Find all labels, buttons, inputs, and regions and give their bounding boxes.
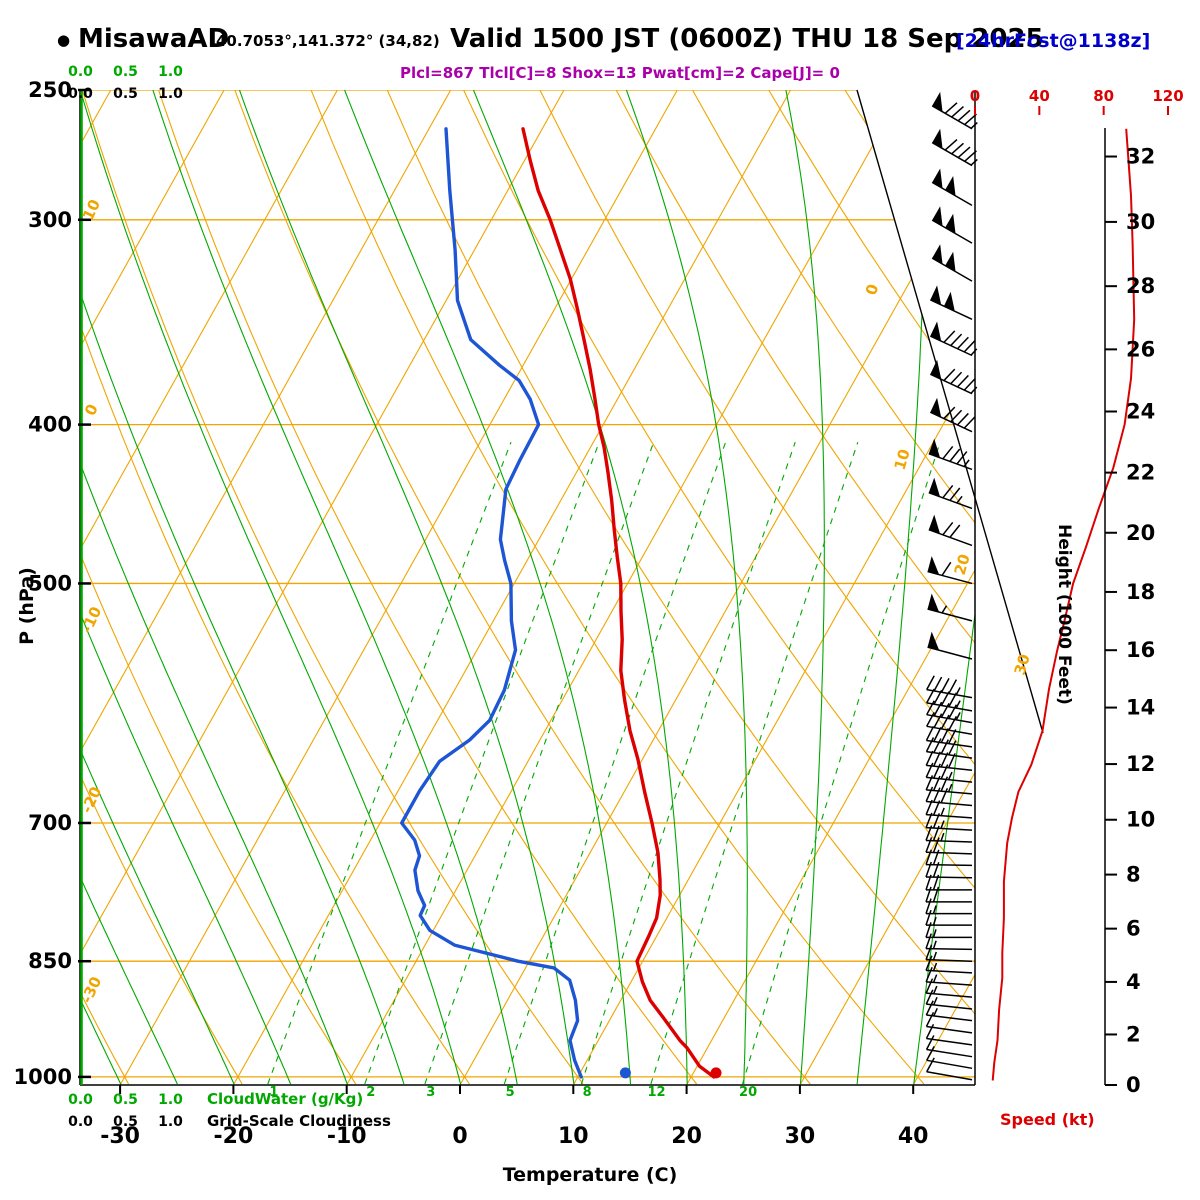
svg-text:2: 2 bbox=[1126, 1022, 1141, 1046]
scale-value: 0.0 bbox=[68, 1092, 93, 1108]
svg-text:10: 10 bbox=[558, 1124, 589, 1149]
svg-text:8: 8 bbox=[583, 1085, 592, 1100]
svg-text:40: 40 bbox=[898, 1124, 929, 1149]
cloudiness-label: Grid-Scale Cloudiness bbox=[207, 1112, 391, 1130]
speed-axis: 0 40 80 120 bbox=[970, 87, 1184, 115]
svg-text:500: 500 bbox=[28, 571, 72, 595]
svg-text:2: 2 bbox=[366, 1085, 375, 1100]
svg-text:3: 3 bbox=[426, 1085, 435, 1100]
wind-barbs bbox=[925, 91, 978, 1081]
cloudwater-label: CloudWater (g/Kg) bbox=[207, 1090, 364, 1108]
scale-value: 0.0 bbox=[68, 1114, 93, 1130]
svg-text:0: 0 bbox=[81, 401, 102, 418]
height-axis-title: Height (1000 Feet) bbox=[1054, 524, 1074, 705]
svg-text:300: 300 bbox=[28, 208, 72, 232]
speed-axis-title: Speed (kt) bbox=[1000, 1110, 1095, 1129]
scale-value: 0.5 bbox=[113, 1092, 138, 1108]
svg-text:0: 0 bbox=[970, 87, 980, 105]
svg-text:120: 120 bbox=[1152, 87, 1183, 105]
wind-speed-curve bbox=[991, 128, 1136, 1081]
svg-text:20: 20 bbox=[671, 1124, 702, 1149]
scale-value: 0.5 bbox=[113, 86, 138, 102]
scale-value: 0.5 bbox=[113, 1114, 138, 1130]
svg-text:10: 10 bbox=[1126, 808, 1155, 832]
moist-adiabats bbox=[80, 90, 975, 1085]
svg-text:700: 700 bbox=[28, 811, 72, 835]
dewpoint-profile bbox=[400, 127, 583, 1079]
svg-text:16: 16 bbox=[1126, 638, 1155, 662]
svg-text:26: 26 bbox=[1126, 337, 1155, 361]
svg-text:30: 30 bbox=[1011, 652, 1034, 677]
plot-frame bbox=[79, 89, 1044, 1086]
station-coords: 40.7053°,141.372° (34,82) bbox=[216, 32, 440, 50]
surface-dots bbox=[619, 1067, 722, 1079]
svg-text:20: 20 bbox=[739, 1085, 757, 1100]
forecast-tag: [24hrFcst@1138z] bbox=[956, 30, 1151, 52]
svg-text:24: 24 bbox=[1126, 399, 1155, 423]
scale-value: 1.0 bbox=[158, 64, 183, 80]
svg-text:250: 250 bbox=[28, 78, 72, 102]
mixing-ratio-lines bbox=[267, 442, 941, 1085]
svg-text:850: 850 bbox=[28, 949, 72, 973]
svg-text:18: 18 bbox=[1126, 580, 1155, 604]
temperature-axis-title: Temperature (C) bbox=[502, 1164, 678, 1186]
cloudiness-legend: 0.0 0.5 1.0 Grid-Scale Cloudiness bbox=[58, 1112, 391, 1130]
svg-text:-30: -30 bbox=[100, 1124, 140, 1149]
svg-text:0: 0 bbox=[862, 282, 882, 297]
svg-text:22: 22 bbox=[1126, 461, 1155, 485]
svg-text:5: 5 bbox=[506, 1085, 515, 1100]
svg-text:1: 1 bbox=[269, 1085, 278, 1100]
svg-text:80: 80 bbox=[1093, 87, 1114, 105]
svg-text:-20: -20 bbox=[214, 1124, 254, 1149]
cloudiness-scale-top: 0.0 0.5 1.0 bbox=[58, 86, 193, 102]
svg-text:8: 8 bbox=[1126, 863, 1141, 887]
svg-text:1000: 1000 bbox=[14, 1065, 72, 1089]
svg-text:20: 20 bbox=[1126, 521, 1155, 545]
cloudwater-legend: 0.0 0.5 1.0 CloudWater (g/Kg) bbox=[58, 1090, 363, 1108]
svg-text:12: 12 bbox=[1126, 752, 1155, 776]
valid-time: Valid 1500 JST (0600Z) THU 18 Sep 2025 bbox=[450, 24, 1044, 54]
svg-text:28: 28 bbox=[1126, 274, 1155, 298]
scale-value: 0.0 bbox=[68, 64, 93, 80]
station-bullet-icon: ● bbox=[57, 31, 71, 49]
scale-value: 1.0 bbox=[158, 86, 183, 102]
svg-text:10: 10 bbox=[891, 447, 914, 472]
svg-text:0: 0 bbox=[1126, 1073, 1141, 1097]
scale-value: 0.0 bbox=[68, 86, 93, 102]
svg-text:40: 40 bbox=[1029, 87, 1050, 105]
scale-value: 1.0 bbox=[158, 1092, 183, 1108]
svg-text:12: 12 bbox=[647, 1085, 665, 1100]
svg-text:30: 30 bbox=[785, 1124, 816, 1149]
svg-text:4: 4 bbox=[1126, 970, 1141, 994]
svg-text:32: 32 bbox=[1126, 145, 1155, 169]
background-grid bbox=[80, 90, 975, 1085]
temperature-profile bbox=[521, 127, 716, 1079]
stability-indices: Plcl=867 Tlcl[C]=8 Shox=13 Pwat[cm]=2 Ca… bbox=[400, 64, 840, 82]
svg-text:30: 30 bbox=[1126, 210, 1155, 234]
svg-text:14: 14 bbox=[1126, 696, 1155, 720]
svg-text:0: 0 bbox=[452, 1124, 467, 1149]
station-name: MisawaAD bbox=[78, 24, 230, 54]
scale-value: 0.5 bbox=[113, 64, 138, 80]
cloudwater-scale-top: 0.0 0.5 1.0 bbox=[58, 64, 193, 80]
svg-text:400: 400 bbox=[28, 413, 72, 437]
svg-text:6: 6 bbox=[1126, 917, 1141, 941]
svg-text:20: 20 bbox=[951, 552, 974, 577]
svg-text:-10: -10 bbox=[327, 1124, 367, 1149]
scale-value: 1.0 bbox=[158, 1114, 183, 1130]
pressure-axis-title: P (hPa) bbox=[16, 567, 38, 645]
